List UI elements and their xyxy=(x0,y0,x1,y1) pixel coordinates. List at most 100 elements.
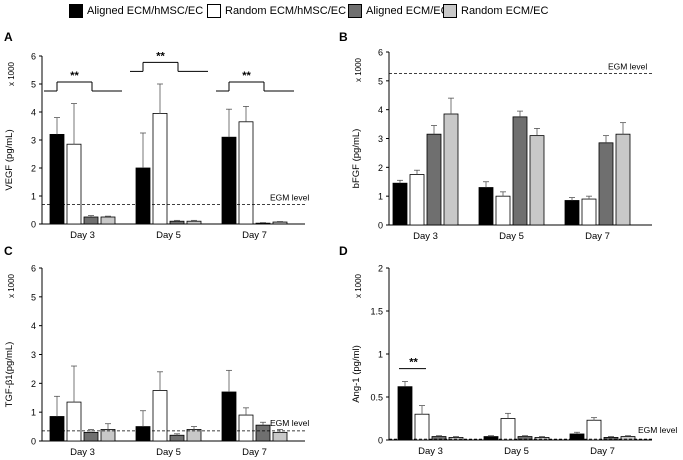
bar xyxy=(169,220,185,225)
significance-label: ** xyxy=(409,357,418,369)
bar xyxy=(534,437,550,441)
y-tick-label: 5 xyxy=(31,80,36,90)
y-tick-label: 0 xyxy=(378,436,383,446)
bar xyxy=(186,220,202,225)
y-tick-label: 3 xyxy=(31,136,36,146)
legend-swatch xyxy=(69,4,83,18)
legend-swatch xyxy=(348,4,362,18)
x-tick-label: Day 5 xyxy=(499,231,524,242)
y-tick-label: 1 xyxy=(31,408,36,418)
legend-label: Random ECM/EC xyxy=(461,5,549,17)
x-tick-label: Day 3 xyxy=(413,231,438,242)
bar xyxy=(135,426,151,442)
y-tick-label: 3 xyxy=(31,350,36,360)
bar xyxy=(397,386,413,441)
y-tick-label: 0 xyxy=(378,221,383,231)
bar xyxy=(100,216,116,225)
bar xyxy=(598,142,614,226)
bar xyxy=(443,113,459,226)
legend-swatch xyxy=(207,4,221,18)
x-tick-label: Day 7 xyxy=(242,447,267,458)
bar xyxy=(448,437,464,441)
x-tick-label: Day 7 xyxy=(585,231,610,242)
chart-panel-c: C 0 1 2 3 4 5 6 x 1000 TGF-β1(pg/mL) Day 3 Day 5 Day… xyxy=(4,244,309,458)
y-tick-label: 5 xyxy=(31,292,36,302)
y-tick-label: 3 xyxy=(378,134,383,144)
chart-panel-b: B 0 1 2 3 4 5 6 x 1000 bFGF (pg/mL) Day 3 Day 5 Day … xyxy=(339,30,652,242)
significance-label: ** xyxy=(242,70,251,82)
bar xyxy=(586,419,602,441)
bar xyxy=(620,436,636,441)
y-tick-label: 1 xyxy=(378,350,383,360)
bar xyxy=(135,167,151,225)
panel-label: C xyxy=(4,244,13,258)
y-tick-label: 2 xyxy=(378,264,383,274)
bar xyxy=(83,216,99,225)
bar xyxy=(478,187,494,226)
bar xyxy=(495,195,511,226)
bar xyxy=(66,401,82,442)
bar xyxy=(272,431,288,442)
reference-label: EGM level xyxy=(638,425,677,435)
x-tick-label: Day 5 xyxy=(504,446,529,457)
y-tick-label: 1.5 xyxy=(370,307,383,317)
significance-label: ** xyxy=(70,70,79,82)
x-tick-label: Day 7 xyxy=(590,446,615,457)
bar xyxy=(255,222,271,225)
bar xyxy=(238,121,254,225)
y-tick-label: 4 xyxy=(31,321,36,331)
bar xyxy=(603,437,619,441)
y-axis-title: VEGF (pg/mL) xyxy=(4,129,15,190)
y-axis-title: bFGF (pg/mL) xyxy=(351,129,362,189)
bar xyxy=(414,413,430,441)
y-tick-label: 4 xyxy=(378,105,383,115)
panel-label: D xyxy=(339,244,348,258)
y-tick-label: 0 xyxy=(31,437,36,447)
bar xyxy=(272,221,288,225)
significance-label: ** xyxy=(156,50,165,62)
bar xyxy=(500,418,516,441)
bar xyxy=(66,143,82,225)
y-axis-title: TGF-β1(pg/mL) xyxy=(4,342,15,408)
y-tick-label: 6 xyxy=(31,264,36,274)
bar xyxy=(221,391,237,442)
bar xyxy=(564,200,580,226)
y-scale-label: x 1000 xyxy=(7,61,16,86)
y-scale-label: x 1000 xyxy=(7,273,16,298)
reference-label: EGM level xyxy=(608,62,647,72)
x-tick-label: Day 5 xyxy=(156,230,181,241)
y-scale-label: x 1000 xyxy=(354,57,363,82)
bar xyxy=(152,390,168,442)
legend-label: Aligned ECM/hMSC/EC xyxy=(87,5,204,17)
bar xyxy=(49,133,65,225)
legend: Aligned ECM/hMSC/EC Random ECM/hMSC/EC A… xyxy=(0,0,683,22)
y-tick-label: 6 xyxy=(378,48,383,58)
x-tick-label: Day 3 xyxy=(70,230,95,241)
panel-label: A xyxy=(4,30,13,44)
legend-swatch xyxy=(443,4,457,18)
y-tick-label: 2 xyxy=(378,163,383,173)
x-tick-label: Day 7 xyxy=(242,230,267,241)
bar xyxy=(426,133,442,226)
y-axis-title: Ang-1 (pg/ml) xyxy=(351,345,362,403)
y-tick-label: 5 xyxy=(378,76,383,86)
reference-label: EGM level xyxy=(270,192,309,202)
y-tick-label: 0.5 xyxy=(370,393,383,403)
bar xyxy=(529,135,545,226)
bar xyxy=(581,198,597,226)
bar xyxy=(83,431,99,442)
x-tick-label: Day 3 xyxy=(70,447,95,458)
y-tick-label: 0 xyxy=(31,220,36,230)
bar xyxy=(255,424,271,442)
bar xyxy=(238,414,254,442)
panel-label: B xyxy=(339,30,348,44)
y-tick-label: 2 xyxy=(31,379,36,389)
x-tick-label: Day 3 xyxy=(418,446,443,457)
bar xyxy=(49,416,65,442)
bar xyxy=(615,133,631,226)
bar xyxy=(392,182,408,226)
bar xyxy=(512,116,528,226)
y-tick-label: 1 xyxy=(378,192,383,202)
bar xyxy=(221,136,237,225)
